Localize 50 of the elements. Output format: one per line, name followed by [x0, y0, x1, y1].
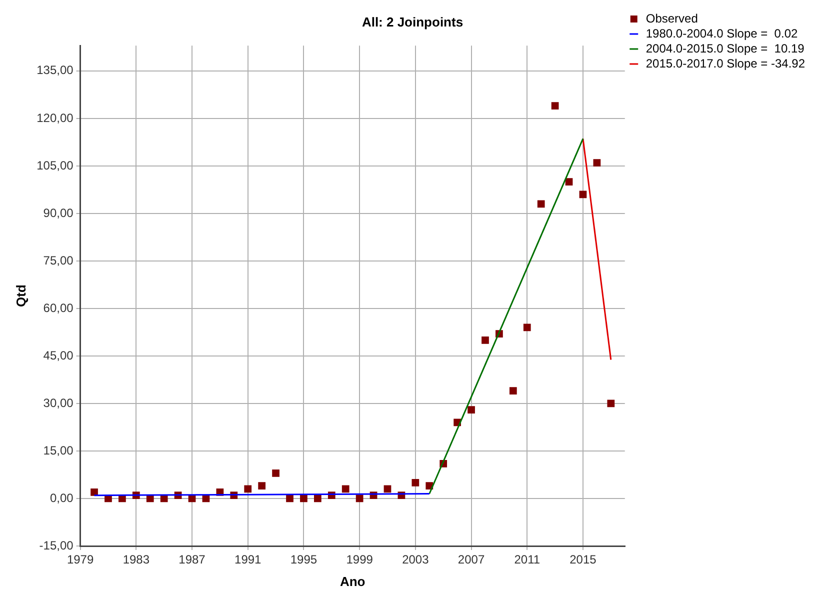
point — [607, 400, 615, 408]
point — [314, 494, 322, 502]
legend-label: 2004.0-2015.0 Slope = 10.19 — [646, 41, 805, 56]
x-tick-label: 1987 — [178, 552, 206, 567]
point — [300, 494, 308, 502]
point — [593, 159, 601, 166]
point — [384, 485, 392, 493]
y-tick-label: 75,00 — [43, 253, 74, 268]
x-tick-label: 2003 — [402, 552, 430, 567]
y-tick-label: 15,00 — [43, 443, 74, 458]
point — [244, 485, 252, 493]
point — [160, 494, 168, 502]
x-tick-label: 1983 — [122, 552, 150, 567]
point — [565, 178, 573, 186]
point — [482, 336, 489, 344]
y-tick-label: 120,00 — [36, 110, 74, 125]
point — [286, 494, 294, 502]
x-axis-title: Ano — [340, 574, 366, 589]
point — [272, 469, 280, 477]
x-tick-label: 1999 — [346, 552, 374, 567]
point — [468, 406, 475, 414]
point — [258, 482, 266, 490]
point — [579, 190, 587, 198]
legend-label: 2015.0-2017.0 Slope = -34.92 — [646, 56, 806, 70]
y-tick-label: 30,00 — [43, 396, 74, 410]
y-tick-label: 60,00 — [43, 300, 74, 315]
y-axis-title: Qtd — [13, 284, 28, 307]
point — [342, 485, 350, 493]
point — [537, 200, 545, 208]
x-tick-label: 1979 — [66, 552, 94, 567]
y-tick-label: 135,00 — [36, 63, 74, 78]
point — [509, 387, 517, 394]
x-tick-label: 1991 — [234, 552, 262, 567]
x-tick-label: 2015 — [570, 552, 597, 567]
legend-label: Observed — [646, 11, 698, 26]
x-tick-label: 2011 — [514, 552, 540, 567]
legend-label: 1980.0-2004.0 Slope = 0.02 — [646, 26, 798, 40]
point — [551, 102, 559, 110]
x-tick-label: 2007 — [458, 552, 485, 567]
y-tick-label: 45,00 — [43, 348, 74, 362]
y-tick-label: -15,00 — [39, 538, 74, 552]
y-tick-label: 90,00 — [43, 206, 74, 220]
point — [356, 494, 364, 502]
point — [90, 488, 98, 496]
y-tick-label: 0,00 — [50, 490, 74, 505]
x-tick-label: 1995 — [290, 552, 318, 567]
chart-title: All: 2 Joinpoints — [362, 14, 464, 30]
y-tick-label: 105,00 — [36, 158, 74, 172]
point — [523, 324, 531, 332]
point — [412, 478, 420, 486]
